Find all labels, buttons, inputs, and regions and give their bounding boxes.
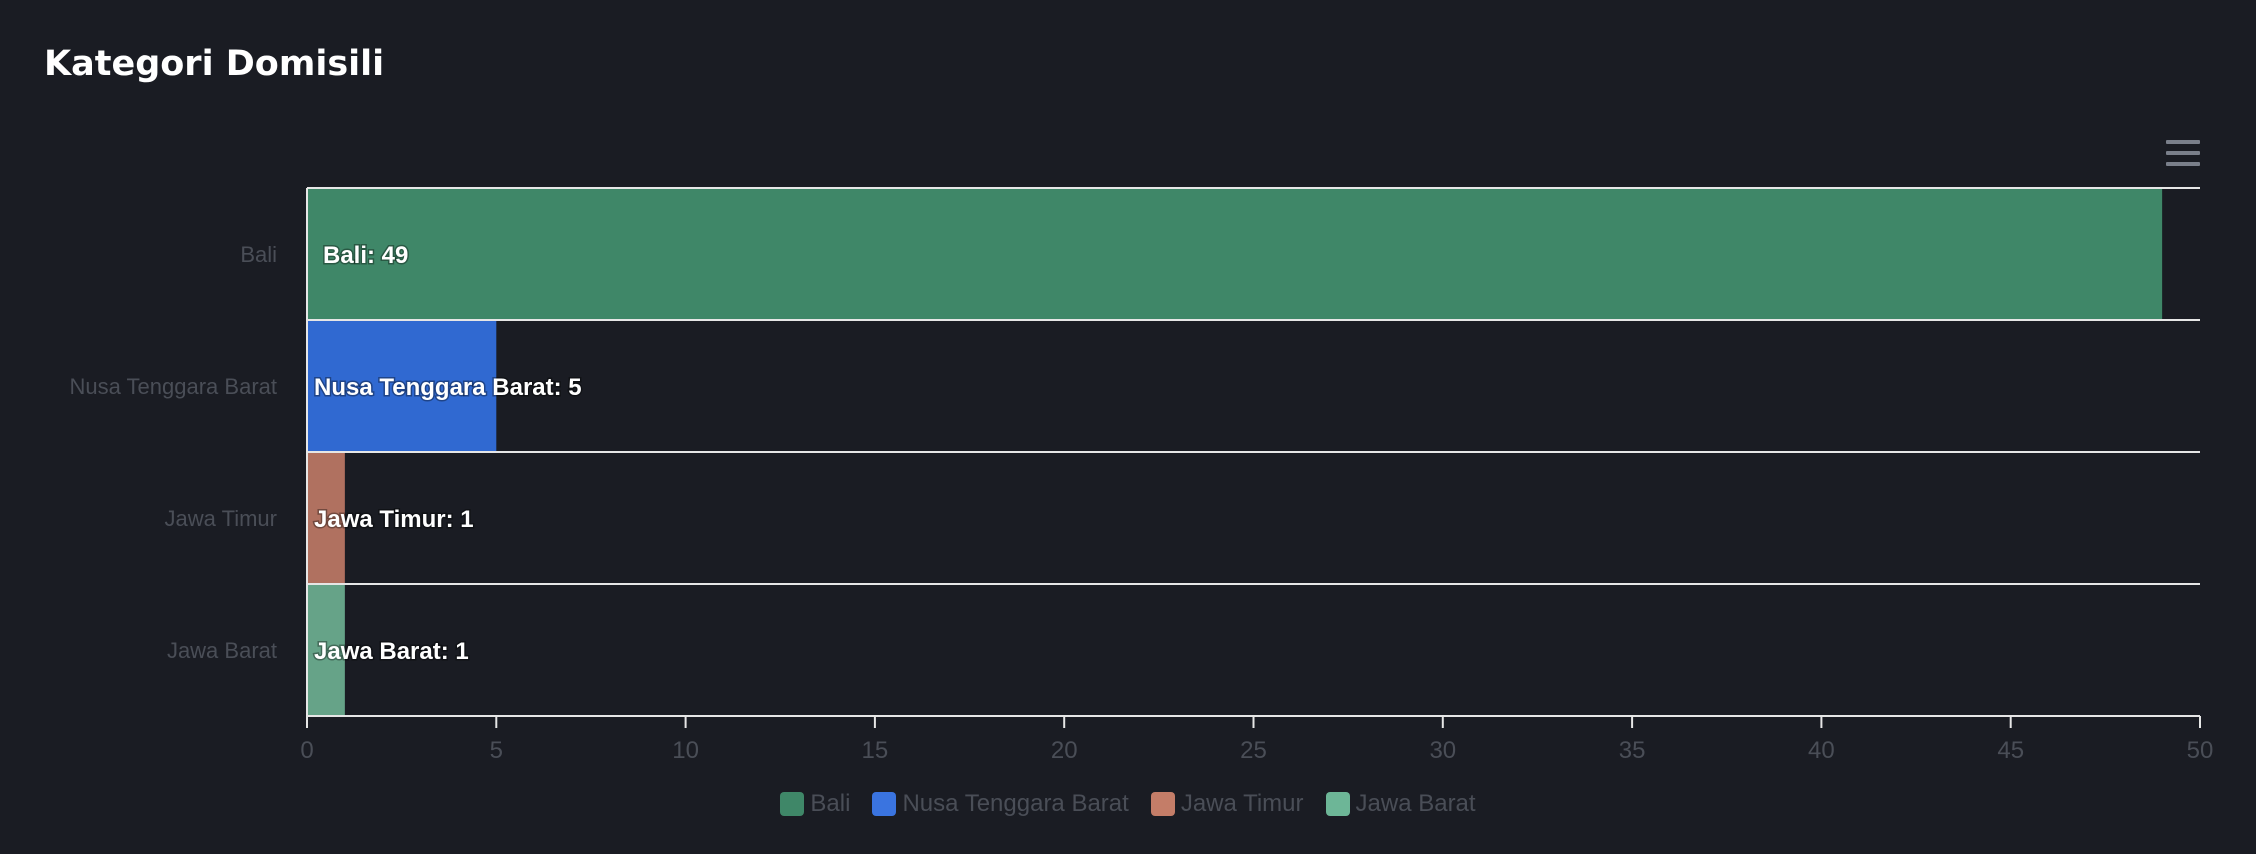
bar-0 — [307, 188, 2163, 320]
x-tick-label: 20 — [1051, 737, 1078, 764]
bar-1 — [307, 320, 497, 452]
legend-swatch-jawa-timur — [1150, 792, 1175, 816]
x-tick-label: 10 — [672, 737, 699, 764]
chart-title: Kategori Domisili — [44, 44, 385, 84]
category-label: Jawa Barat — [167, 638, 277, 663]
x-tick-label: 15 — [862, 737, 889, 764]
x-tick-label: 40 — [1808, 737, 1835, 764]
x-tick-label: 5 — [490, 737, 503, 764]
bar-3 — [307, 584, 345, 716]
hamburger-menu-icon-line — [2166, 162, 2200, 166]
chart-menu-button[interactable] — [2166, 140, 2200, 166]
legend-label-jawa-timur: Jawa Timur — [1180, 790, 1304, 817]
x-tick-label: 45 — [1997, 737, 2024, 764]
hamburger-menu-icon-line — [2166, 151, 2200, 155]
data-label: Jawa Barat: 1 — [314, 638, 469, 665]
data-label: Bali: 49 — [323, 242, 408, 269]
chart-legend: Bali Nusa Tenggara Barat Jawa Timur Jawa… — [0, 790, 2256, 818]
legend-swatch-jawa-barat — [1325, 792, 1350, 816]
category-label: Bali — [240, 242, 277, 267]
x-tick-label: 30 — [1429, 737, 1456, 764]
legend-swatch-nusa-tenggara-barat — [872, 792, 897, 816]
data-label: Jawa Timur: 1 — [314, 506, 474, 533]
x-tick-label: 25 — [1240, 737, 1267, 764]
legend-label-bali: Bali — [810, 790, 851, 817]
x-tick-label: 0 — [300, 737, 313, 764]
legend-item-nusa-tenggara-barat[interactable]: Nusa Tenggara Barat — [872, 790, 1129, 818]
hamburger-menu-icon — [2166, 140, 2200, 144]
x-tick-label: 50 — [2187, 737, 2214, 764]
category-label: Nusa Tenggara Barat — [69, 374, 277, 399]
x-tick-label: 35 — [1619, 737, 1646, 764]
bar-2 — [307, 452, 345, 584]
legend-label-nusa-tenggara-barat: Nusa Tenggara Barat — [902, 790, 1129, 817]
legend-item-jawa-timur[interactable]: Jawa Timur — [1150, 790, 1304, 818]
legend-swatch-bali — [780, 792, 805, 816]
data-label: Nusa Tenggara Barat: 5 — [314, 374, 582, 401]
legend-label-jawa-barat: Jawa Barat — [1355, 790, 1476, 817]
category-label: Jawa Timur — [165, 506, 277, 531]
legend-item-jawa-barat[interactable]: Jawa Barat — [1325, 790, 1476, 818]
legend-item-bali[interactable]: Bali — [780, 790, 850, 818]
